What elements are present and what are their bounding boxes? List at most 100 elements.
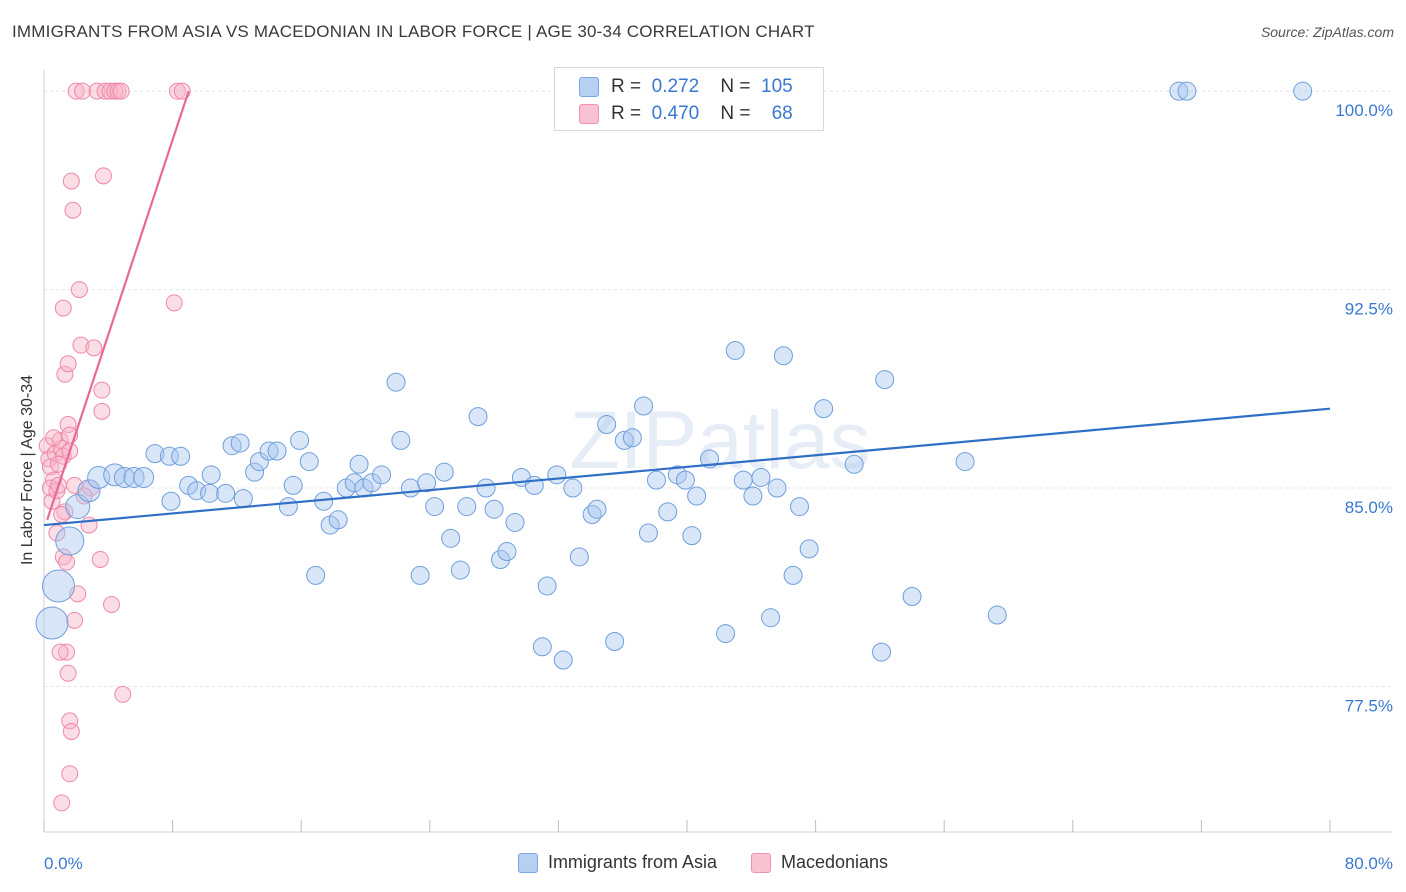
macedonian-point <box>93 381 111 399</box>
macedonian-point <box>67 82 85 100</box>
asia-point <box>425 497 445 517</box>
trend-line-macedonians <box>46 90 190 521</box>
macedonian-point <box>56 365 74 383</box>
axes <box>43 70 1392 833</box>
asia-point <box>733 470 753 490</box>
asia-point <box>622 428 642 448</box>
r-label: R = <box>611 76 642 97</box>
macedonian-point <box>61 712 79 730</box>
x-tick-label: 0.0% <box>44 854 83 873</box>
macedonian-point <box>93 402 111 420</box>
macedonian-point <box>45 429 63 447</box>
macedonian-point <box>61 765 79 783</box>
macedonian-point <box>62 172 80 190</box>
macedonian-point <box>165 294 183 312</box>
macedonian-point <box>70 281 88 299</box>
asia-point <box>35 606 69 640</box>
macedonian-point <box>53 794 71 812</box>
asia-point <box>563 478 583 498</box>
asia-point <box>233 489 253 509</box>
asia-point <box>799 539 819 559</box>
asia-point <box>547 465 567 485</box>
macedonian-point <box>56 503 74 521</box>
asia-point <box>349 454 369 474</box>
asia-point <box>505 512 525 532</box>
asia-point <box>249 452 269 472</box>
asia-point <box>55 526 85 556</box>
macedonian-point <box>62 722 80 740</box>
asia-point <box>872 642 892 662</box>
asia-point <box>658 502 678 522</box>
y-tick-label: 85.0% <box>1345 498 1393 517</box>
asia-point <box>484 499 504 519</box>
asia-point <box>306 565 326 585</box>
legend-swatch-asia <box>517 852 538 873</box>
asia-point <box>790 497 810 517</box>
macedonian-point <box>94 167 112 185</box>
legend-item-asia[interactable]: Immigrants from Asia <box>517 852 717 873</box>
series-legend: Immigrants from Asia Macedonians <box>0 852 1406 873</box>
legend-label-asia: Immigrants from Asia <box>547 852 717 872</box>
asia-point <box>230 433 250 453</box>
x-tick-label: 80.0% <box>1345 854 1393 873</box>
swatch-macedonians <box>579 104 599 124</box>
macedonian-point <box>59 355 77 373</box>
asia-point <box>725 340 745 360</box>
asia-point <box>434 462 454 482</box>
legend-item-macedonians[interactable]: Macedonians <box>750 852 888 873</box>
r-value: 0.470 <box>651 103 700 124</box>
asia-point <box>1177 81 1197 101</box>
asia-point <box>646 470 666 490</box>
asia-point <box>761 608 781 628</box>
n-value: 105 <box>761 76 793 97</box>
macedonian-point <box>72 336 90 354</box>
asia-point <box>491 549 511 569</box>
asia-point <box>553 650 573 670</box>
asia-point <box>372 465 392 485</box>
grid-lines <box>44 90 1392 687</box>
asia-point <box>987 605 1007 625</box>
asia-point <box>328 510 348 530</box>
macedonian-point <box>54 548 72 566</box>
legend-swatch-macedonians <box>750 852 771 873</box>
asia-point <box>634 396 654 416</box>
macedonian-point <box>64 201 82 219</box>
n-label: N = <box>720 76 751 97</box>
macedonian-point <box>114 685 132 703</box>
asia-point <box>597 415 617 435</box>
asia-point <box>201 465 221 485</box>
asia-point <box>362 473 382 493</box>
macedonian-point <box>91 550 109 568</box>
macedonian-point <box>112 82 130 100</box>
y-tick-label: 77.5% <box>1345 696 1393 715</box>
source-credit: Source: ZipAtlas.com <box>1260 24 1394 40</box>
asia-point <box>283 475 303 495</box>
asia-point <box>401 478 421 498</box>
trend-lines <box>43 90 1331 527</box>
asia-point <box>783 565 803 585</box>
asia-point <box>386 372 406 392</box>
asia-point <box>773 346 793 366</box>
asia-point <box>614 430 634 450</box>
asia-point <box>410 565 430 585</box>
macedonian-point <box>59 416 77 434</box>
asia-point <box>200 483 220 503</box>
asia-point <box>171 446 191 466</box>
macedonian-point <box>168 82 186 100</box>
trend-line-asia <box>43 407 1331 527</box>
asia-point <box>569 547 589 567</box>
n-value: 68 <box>771 103 793 124</box>
asia-point <box>955 452 975 472</box>
asia-point <box>1293 81 1313 101</box>
tick-labels: 77.5% 85.0% 92.5% 100.0% 0.0% 80.0% <box>44 101 1393 873</box>
asia-point <box>278 497 298 517</box>
asia-point <box>767 478 787 498</box>
macedonian-point <box>58 553 76 571</box>
watermark: ZIPatlas <box>570 395 871 486</box>
asia-point <box>159 446 179 466</box>
asia-point <box>844 454 864 474</box>
asia-point <box>417 473 437 493</box>
asia-point <box>875 370 895 390</box>
macedonian-point <box>58 643 76 661</box>
